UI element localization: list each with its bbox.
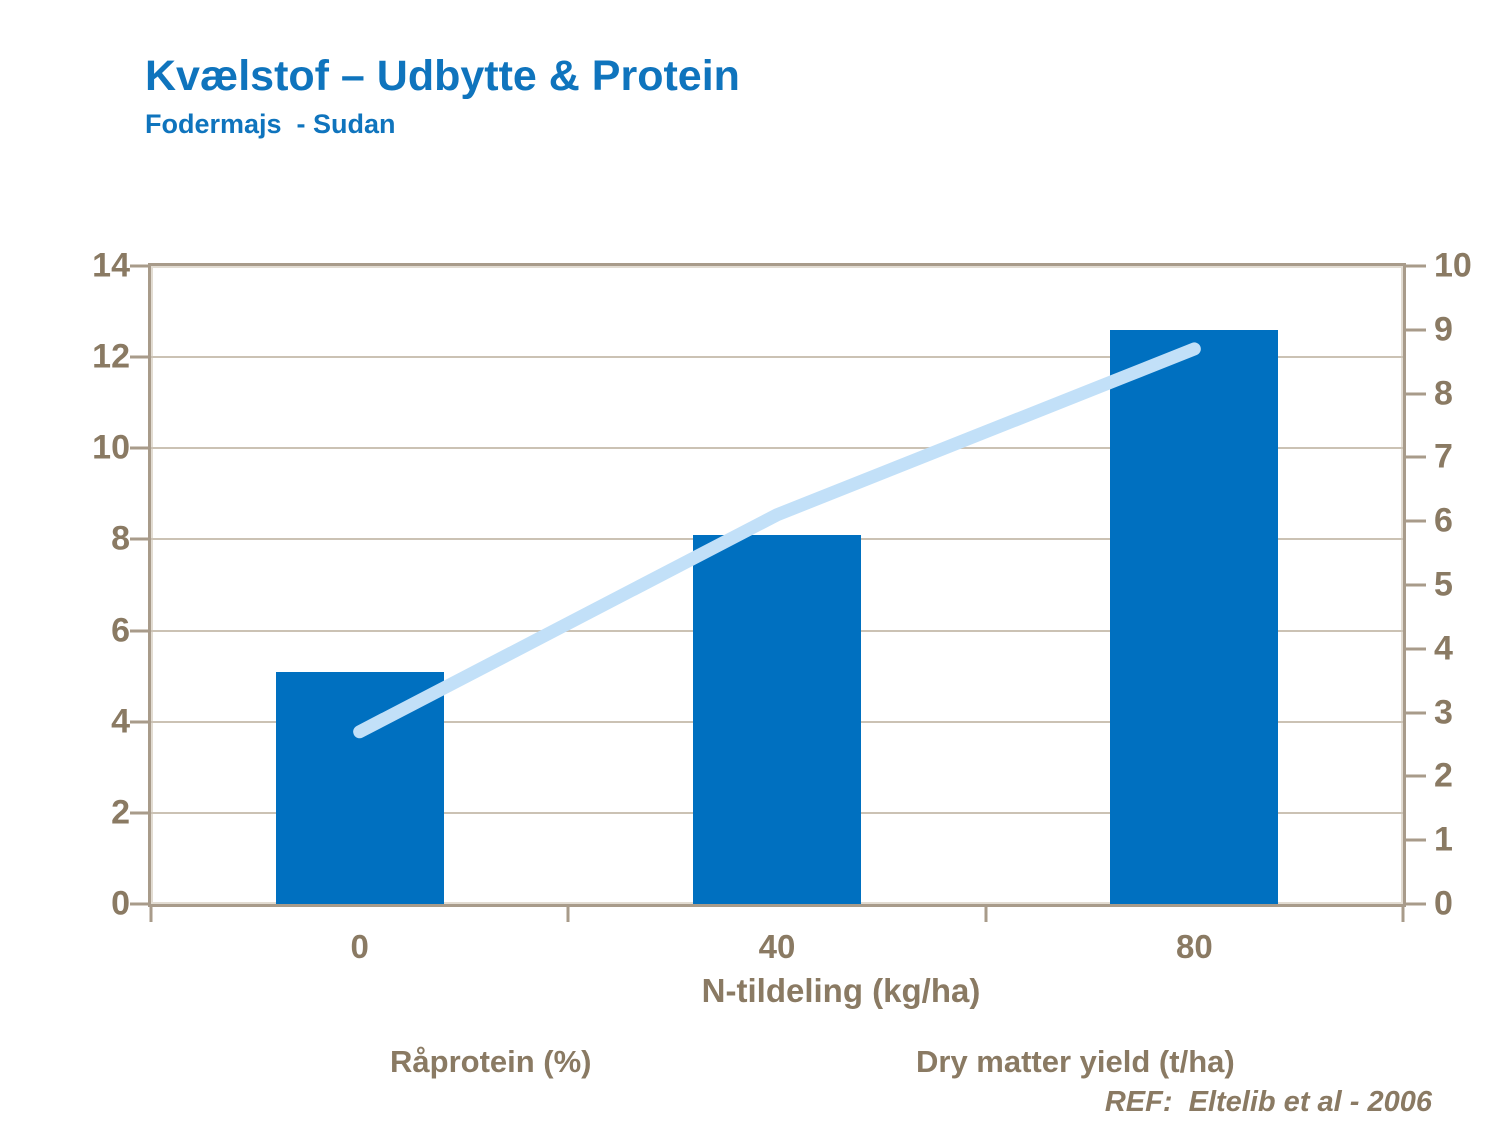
left-axis-tickmark (130, 446, 148, 450)
x-axis-tickmark (1401, 907, 1405, 922)
left-axis-tick-label: 4 (111, 702, 130, 741)
left-axis-tick-label: 10 (92, 428, 130, 467)
left-axis-tickmark (130, 902, 148, 906)
left-axis-tick-label: 12 (92, 337, 130, 376)
right-axis-tickmark (1406, 328, 1426, 332)
right-axis-tickmark (1406, 455, 1426, 459)
gridline (151, 356, 1403, 359)
right-axis-ticks (1406, 264, 1426, 906)
right-axis-tickmark (1406, 774, 1426, 778)
x-axis-tick-label: 0 (350, 928, 369, 965)
right-axis-tickmark (1406, 838, 1426, 842)
x-axis-tickmark (984, 907, 988, 922)
right-axis-tick-label: 3 (1434, 693, 1453, 732)
page-subtitle: Fodermajs - Sudan (145, 109, 396, 139)
right-axis-tick-label: 5 (1434, 565, 1453, 604)
right-axis-tickmark (1406, 647, 1426, 651)
legend-line-swatch (841, 1056, 913, 1069)
bar (1110, 329, 1279, 904)
x-axis-tick-label: 80 (1175, 928, 1213, 965)
x-axis-tickmark (566, 907, 570, 922)
left-axis-tick-label: 2 (111, 793, 130, 832)
right-axis-tick-label: 9 (1434, 310, 1453, 349)
legend-label-raprotein: Råprotein (%) (390, 1044, 592, 1079)
left-axis-tickmark (130, 811, 148, 815)
right-axis-labels: 0 1 2 3 4 5 6 7 8 9 10 (1434, 247, 1500, 923)
x-axis-title: N-tildeling (kg/ha) (701, 972, 981, 1009)
line-series (353, 342, 1201, 739)
left-axis-tickmark (130, 720, 148, 724)
left-axis-tick-label: 0 (111, 884, 130, 923)
x-axis-tick-label: 40 (758, 928, 796, 965)
legend: Råprotein (%) Dry matter yield (t/ha) (0, 1040, 1500, 1086)
reference-text: REF: Eltelib et al - 2006 (1104, 1086, 1432, 1118)
header: Kvælstof – Udbytte & Protein Fodermajs -… (145, 52, 740, 140)
x-axis-labels: 0 40 80 (151, 928, 1403, 968)
x-axis-ticks (149, 907, 1405, 923)
bar (693, 534, 861, 904)
right-axis-tick-label: 2 (1434, 756, 1453, 795)
left-axis-tick-label: 14 (92, 246, 130, 285)
right-axis-tickmark (1406, 902, 1426, 906)
right-axis-tickmark (1406, 392, 1426, 396)
right-axis-tick-label: 1 (1434, 820, 1453, 859)
legend-label-dry-matter: Dry matter yield (t/ha) (916, 1044, 1235, 1079)
plot-area (148, 263, 1406, 907)
left-axis-tick-label: 6 (111, 611, 130, 650)
gridline (151, 447, 1403, 450)
right-axis-tickmark (1406, 519, 1426, 523)
bar-series (151, 266, 1403, 904)
right-axis-tick-label: 10 (1434, 246, 1472, 285)
right-axis-tick-label: 7 (1434, 437, 1453, 476)
right-axis-tick-label: 4 (1434, 629, 1453, 668)
legend-item-dry-matter: Dry matter yield (t/ha) (841, 1042, 1235, 1082)
left-axis-tickmark (130, 629, 148, 633)
legend-item-raprotein: Råprotein (%) (330, 1042, 592, 1082)
left-axis-tickmark (130, 537, 148, 541)
left-axis-ticks (130, 264, 148, 906)
right-axis-tick-label: 6 (1434, 501, 1453, 540)
legend-bar-swatch (330, 1050, 372, 1074)
left-axis-tickmark (130, 355, 148, 359)
left-axis-labels: 0 2 4 6 8 10 12 14 (0, 247, 130, 923)
right-axis-tick-label: 8 (1434, 374, 1453, 413)
right-axis-tick-label: 0 (1434, 884, 1453, 923)
left-axis-tick-label: 8 (111, 519, 130, 558)
left-axis-tickmark (130, 264, 148, 268)
right-axis-tickmark (1406, 711, 1426, 715)
right-axis-tickmark (1406, 264, 1426, 268)
page-title: Kvælstof – Udbytte & Protein (145, 52, 740, 100)
x-axis-tickmark (149, 907, 153, 922)
right-axis-tickmark (1406, 583, 1426, 587)
bar (275, 671, 444, 904)
